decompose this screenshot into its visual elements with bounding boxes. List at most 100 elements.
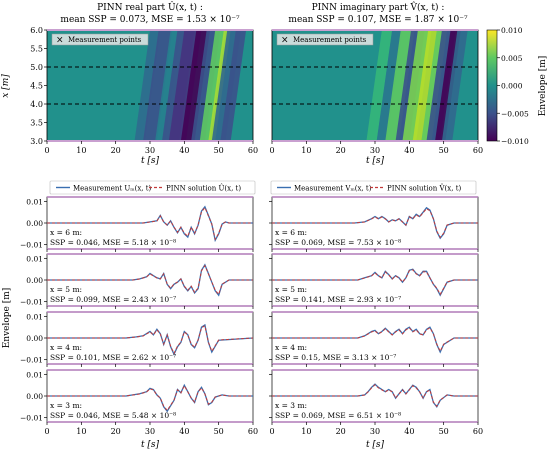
line-legend-right-pinn-label: PINN solution V̂(x, t) <box>387 184 462 192</box>
heatmap-left-title-2: mean SSP = 0.073, MSE = 1.53 × 10⁻⁷ <box>60 15 240 25</box>
heatmap-left-legend-marker: × <box>56 36 64 46</box>
heatmap-left-stripe <box>180 30 211 141</box>
colorbar-tick-label: −0.010 <box>501 137 529 146</box>
heatmap-right-title-1: PINN imaginary part V̂(x, t) : <box>312 1 445 13</box>
line-legend-left-pinn-label: PINN solution Û(x, t) <box>166 184 241 193</box>
line-panel-xtick-label: 60 <box>473 427 483 436</box>
colorbar-tick-label: 0.000 <box>501 82 523 91</box>
line-panel-xtick-label: 50 <box>439 427 449 436</box>
line-panel-ytick-label: −0.01 <box>20 356 43 365</box>
heatmap-left-ytick-label: 5.0 <box>30 63 43 72</box>
heatmap-left-stripe <box>199 30 226 141</box>
line-panel-right-1: x = 5 m:SSP = 0.141, MSE = 2.93 × 10⁻⁷ <box>269 253 479 309</box>
line-panel-ytick-label: −0.01 <box>20 414 43 423</box>
line-legend-right-meas-label: Measurement Vₘ(x, t) <box>294 185 372 193</box>
line-legend-left: Measurement Uₘ(x, t) PINN solution Û(x, … <box>49 180 256 195</box>
heatmap-left-xtick-label: 40 <box>179 146 189 155</box>
line-panel-stats: SSP = 0.15, MSE = 3.13 × 10⁻⁷ <box>275 353 396 362</box>
line-panel-stats: SSP = 0.069, MSE = 7.53 × 10⁻⁸ <box>275 238 401 247</box>
colorbar-ticks: 0.010 0.005 0.000 −0.005 −0.010 <box>497 26 529 146</box>
line-panel-pinn-series <box>47 264 253 296</box>
line-panel-xtick-label: 20 <box>111 427 121 436</box>
line-panel-pinn-series <box>47 384 253 412</box>
heatmap-right-stripe <box>366 30 393 141</box>
line-panel-left-0: 0.01 0.00 −0.01 x = 6 m:SSP = 0.046, MSE = … <box>20 196 254 252</box>
heatmap-left-title-1: PINN real part Û(x, t) : <box>97 1 203 13</box>
line-legend-left-box <box>49 180 256 195</box>
line-panel-xtick-label: 10 <box>76 427 86 436</box>
line-panel-right-2: x = 4 m:SSP = 0.15, MSE = 3.13 × 10⁻⁷ <box>269 311 479 367</box>
line-panel-ytick-label: 0.01 <box>26 370 43 379</box>
heatmap-right-xlabel: t [s] <box>366 156 385 166</box>
line-ylabel: Envelope [m] <box>2 288 12 349</box>
colorbar-tick-label: −0.005 <box>501 109 529 118</box>
line-panel-ytick-label: 0.00 <box>26 392 43 401</box>
line-legend-right-box <box>270 180 477 195</box>
line-panel-stats: SSP = 0.141, MSE = 2.93 × 10⁻⁷ <box>275 295 401 304</box>
colorbar-tick-label: 0.005 <box>501 54 523 63</box>
line-panel-pinn-series <box>47 206 253 241</box>
heatmap-left-xtick-label: 50 <box>214 146 224 155</box>
heatmap-left-stripe <box>134 30 161 141</box>
line-panel-x-label: x = 3 m: <box>50 401 82 410</box>
line-panel-x-label: x = 6 m: <box>275 228 307 237</box>
heatmap-left-ytick-label: 5.5 <box>30 45 43 54</box>
heatmap-left-ytick-label: 4.0 <box>30 100 43 109</box>
line-panel-left-2: 0.01 0.00 −0.01 x = 4 m:SSP = 0.101, MSE = … <box>20 311 254 367</box>
heatmap-left: 0 10 20 30 40 50 60 3.0 3.5 4.0 4.5 5.0 5.5 6.0 × Mea… <box>1 26 258 166</box>
line-legend-right: Measurement Vₘ(x, t) PINN solution V̂(x,… <box>270 180 477 195</box>
line-panel-pinn-series <box>272 269 478 296</box>
heatmap-right-legend-box <box>276 33 374 46</box>
heatmap-left-xtick-label: 60 <box>248 146 258 155</box>
heatmap-left-ylabel: x [m] <box>1 74 11 98</box>
heatmap-right-xtick-label: 20 <box>336 146 346 155</box>
line-panel-ytick-label: 0.01 <box>26 312 43 321</box>
line-panel-pinn-series <box>272 208 478 239</box>
line-panel-x-label: x = 3 m: <box>275 401 307 410</box>
heatmap-left-ytick-label: 3.0 <box>30 137 43 146</box>
line-panel-right-3: 0 10 20 30 40 50 60 x = 3 m:SSP = 0.069, MSE = … <box>269 369 483 436</box>
heatmap-left-xtick-label: 30 <box>145 146 155 155</box>
heatmap-right-xtick-label: 0 <box>269 146 274 155</box>
line-panel-stats: SSP = 0.046, MSE = 5.48 × 10⁻⁸ <box>50 411 176 420</box>
heatmap-left-xtick-label: 0 <box>44 146 49 155</box>
heatmap-left-ytick-label: 4.5 <box>30 82 43 91</box>
heatmap-right-legend-label: Measurement points <box>293 36 367 44</box>
heatmap-left-ytick-label: 6.0 <box>30 26 43 35</box>
line-panel-ytick-label: 0.01 <box>26 254 43 263</box>
line-panel-xtick-label: 10 <box>301 427 311 436</box>
heatmap-right-stripe <box>376 30 403 141</box>
line-panel-left-1: 0.01 0.00 −0.01 x = 5 m:SSP = 0.099, MSE = … <box>20 253 254 309</box>
heatmap-left-axes: 0 10 20 30 40 50 60 3.0 3.5 4.0 4.5 5.0 5.5 6.0 <box>30 26 258 155</box>
heatmap-right: 0 10 20 30 40 50 60 × Measurement points t [s] <box>269 29 483 166</box>
line-panel-xtick-label: 40 <box>179 427 189 436</box>
line-panel-pinn-series <box>272 327 478 353</box>
line-panel-ytick-label: 0.01 <box>26 197 43 206</box>
line-panel-right-0: x = 6 m:SSP = 0.069, MSE = 7.53 × 10⁻⁸ <box>269 196 479 252</box>
heatmap-right-stripe <box>402 30 432 141</box>
line-panel-xtick-label: 0 <box>44 427 49 436</box>
colorbar-gradient <box>486 29 498 142</box>
line-panel-stats: SSP = 0.069, MSE = 6.51 × 10⁻⁸ <box>275 411 401 420</box>
colorbar-tick-label: 0.010 <box>501 26 523 35</box>
heatmap-right-title-2: mean SSP = 0.107, MSE = 1.87 × 10⁻⁷ <box>288 15 468 25</box>
line-panel-ytick-label: −0.01 <box>20 241 43 250</box>
colorbar: 0.010 0.005 0.000 −0.005 −0.010 Envelope [m] <box>486 26 548 146</box>
line-right-xlabel: t [s] <box>366 440 385 450</box>
line-panel-x-label: x = 5 m: <box>275 285 307 294</box>
line-panels: 0.01 0.00 −0.01 x = 6 m: SSP = 0.046, MSE = … <box>20 196 483 436</box>
line-panel-x-label: x = 5 m: <box>50 285 82 294</box>
line-legend-left-meas-label: Measurement Uₘ(x, t) <box>73 185 152 193</box>
line-panel-x-label: x = 6 m: <box>50 228 82 237</box>
heatmap-right-xtick-label: 60 <box>473 146 483 155</box>
line-panel-stats: SSP = 0.099, MSE = 2.43 × 10⁻⁷ <box>50 295 176 304</box>
heatmap-left-legend-box <box>51 33 149 46</box>
heatmap-left-stripe <box>143 30 173 141</box>
heatmap-left-xtick-label: 10 <box>76 146 86 155</box>
line-panel-ytick-label: 0.00 <box>26 219 43 228</box>
line-panel-xtick-label: 30 <box>370 427 380 436</box>
colorbar-label: Envelope [m] <box>538 56 548 117</box>
heatmap-right-xtick-label: 50 <box>439 146 449 155</box>
line-panel-xtick-label: 0 <box>269 427 274 436</box>
